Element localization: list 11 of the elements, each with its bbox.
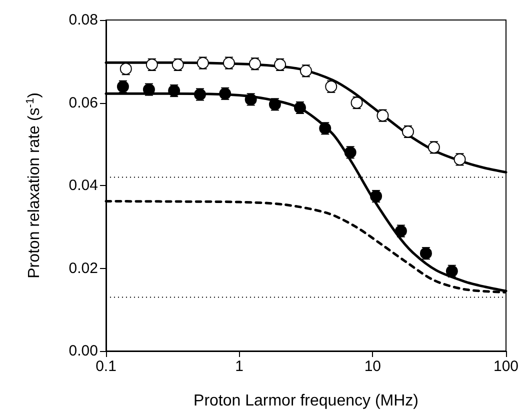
x-tick-label: 10 <box>364 358 382 375</box>
y-axis-title: Proton relaxation rate (s-1) <box>24 92 43 278</box>
y-tick-label: 0.08 <box>68 12 98 28</box>
x-tick-label: 0.1 <box>96 358 116 375</box>
x-tick-label: 100 <box>493 358 519 375</box>
y-tick-label: 0.06 <box>68 94 98 112</box>
x-axis-title: Proton Larmor frequency (MHz) <box>194 392 418 410</box>
x-tick-label: 1 <box>235 358 244 375</box>
y-tick-label: 0.02 <box>68 260 98 277</box>
y-tick-label: 0.04 <box>68 177 98 194</box>
y-tick-label: 0.00 <box>68 342 98 360</box>
